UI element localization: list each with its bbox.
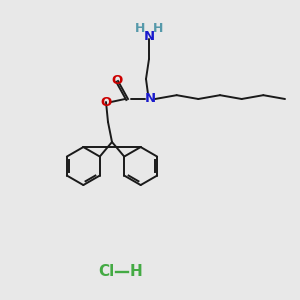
Text: N: N xyxy=(144,92,156,106)
Text: Cl: Cl xyxy=(98,265,114,280)
Text: H: H xyxy=(130,265,142,280)
Text: H: H xyxy=(135,22,145,35)
Text: O: O xyxy=(111,74,123,86)
Text: O: O xyxy=(100,95,112,109)
Text: N: N xyxy=(143,29,155,43)
Text: H: H xyxy=(153,22,163,35)
